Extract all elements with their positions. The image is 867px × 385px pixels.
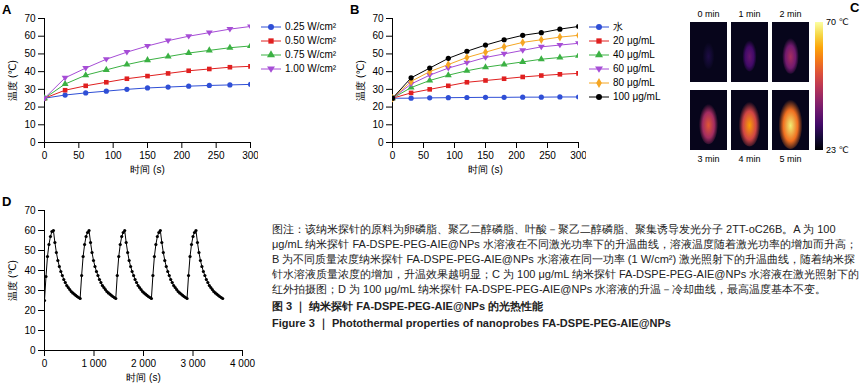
html-text:0.75 W/cm²: 0.75 W/cm² <box>285 49 337 60</box>
svg-text:30: 30 <box>24 84 36 95</box>
svg-text:300: 300 <box>242 150 258 161</box>
svg-text:30: 30 <box>372 84 384 95</box>
svg-text:2 000: 2 000 <box>131 358 156 369</box>
svg-text:70 ℃: 70 ℃ <box>826 17 849 27</box>
svg-text:20: 20 <box>24 101 36 112</box>
svg-text:250: 250 <box>208 150 225 161</box>
html-text:80 μg/mL: 80 μg/mL <box>613 77 655 88</box>
svg-text:20: 20 <box>24 305 36 316</box>
svg-text:1 000: 1 000 <box>81 358 106 369</box>
svg-text:70: 70 <box>24 13 36 24</box>
html-text:0.25 W/cm²: 0.25 W/cm² <box>285 21 337 32</box>
svg-text:40: 40 <box>24 66 36 77</box>
html-text:图注：该纳米探针的原料为卵磷脂、聚乙二醇磷脂、叶酸－聚乙二醇: 图注：该纳米探针的原料为卵磷脂、聚乙二醇磷脂、叶酸－聚乙二醇磷脂、聚集诱导发光分… <box>272 223 860 295</box>
svg-text:0 min: 0 min <box>697 9 719 19</box>
svg-text:50: 50 <box>372 48 384 59</box>
html-text:C: C <box>850 0 860 15</box>
html-text:图 3 ｜ 纳米探针 FA-DSPE-PEG-AIE@NPs: 图 3 ｜ 纳米探针 FA-DSPE-PEG-AIE@NPs 的光热性能 <box>272 300 544 312</box>
html-text:100 μg/mL: 100 μg/mL <box>613 91 661 102</box>
svg-text:时间 (s): 时间 (s) <box>468 164 502 175</box>
svg-text:150: 150 <box>477 150 494 161</box>
svg-text:50: 50 <box>24 48 36 59</box>
svg-text:0: 0 <box>378 137 384 148</box>
svg-text:60: 60 <box>24 225 36 236</box>
html-text:60 μg/mL: 60 μg/mL <box>613 63 655 74</box>
html-text:D: D <box>2 194 12 209</box>
svg-text:时间 (s): 时间 (s) <box>130 164 164 175</box>
svg-text:0: 0 <box>30 345 36 356</box>
svg-text:100: 100 <box>105 150 122 161</box>
svg-text:4 min: 4 min <box>738 154 760 164</box>
svg-text:温度 (℃): 温度 (℃) <box>7 260 18 301</box>
svg-text:10: 10 <box>24 119 36 130</box>
svg-text:150: 150 <box>139 150 156 161</box>
svg-text:10: 10 <box>372 119 384 130</box>
svg-text:70: 70 <box>372 13 384 24</box>
svg-text:温度 (℃): 温度 (℃) <box>7 60 18 101</box>
svg-text:40: 40 <box>372 66 384 77</box>
svg-text:100: 100 <box>446 150 463 161</box>
svg-text:0: 0 <box>42 150 48 161</box>
svg-text:2 min: 2 min <box>779 9 801 19</box>
svg-text:1 min: 1 min <box>738 9 760 19</box>
html-text:20 μg/mL: 20 μg/mL <box>613 35 655 46</box>
svg-text:200: 200 <box>173 150 190 161</box>
svg-text:200: 200 <box>508 150 525 161</box>
svg-text:温度 (℃): 温度 (℃) <box>355 60 366 101</box>
svg-text:5 min: 5 min <box>779 154 801 164</box>
html-text:水: 水 <box>613 21 623 32</box>
html-text:0.50 W/cm²: 0.50 W/cm² <box>285 35 337 46</box>
svg-text:50: 50 <box>24 245 36 256</box>
svg-text:300: 300 <box>570 150 586 161</box>
svg-text:10: 10 <box>24 325 36 336</box>
svg-text:0: 0 <box>390 150 396 161</box>
svg-text:70: 70 <box>24 205 36 216</box>
svg-text:60: 60 <box>372 30 384 41</box>
svg-text:20: 20 <box>372 101 384 112</box>
svg-text:3 min: 3 min <box>697 154 719 164</box>
svg-text:23 ℃: 23 ℃ <box>826 145 849 155</box>
html-text:A: A <box>2 2 12 17</box>
html-text:1.00 W/cm²: 1.00 W/cm² <box>285 63 337 74</box>
svg-text:0: 0 <box>42 358 48 369</box>
svg-text:40: 40 <box>24 265 36 276</box>
svg-text:4 000: 4 000 <box>230 358 255 369</box>
svg-text:50: 50 <box>418 150 430 161</box>
html-text:40 μg/mL: 40 μg/mL <box>613 49 655 60</box>
svg-text:0: 0 <box>30 137 36 148</box>
svg-text:时间 (s): 时间 (s) <box>126 372 160 383</box>
svg-text:250: 250 <box>539 150 556 161</box>
html-text:Figure 3 ｜ Photothermal proper: Figure 3 ｜ Photothermal properties of na… <box>272 317 671 329</box>
html-text:B: B <box>350 2 360 17</box>
svg-text:30: 30 <box>24 285 36 296</box>
svg-text:60: 60 <box>24 30 36 41</box>
svg-text:3 000: 3 000 <box>180 358 205 369</box>
svg-text:50: 50 <box>73 150 85 161</box>
